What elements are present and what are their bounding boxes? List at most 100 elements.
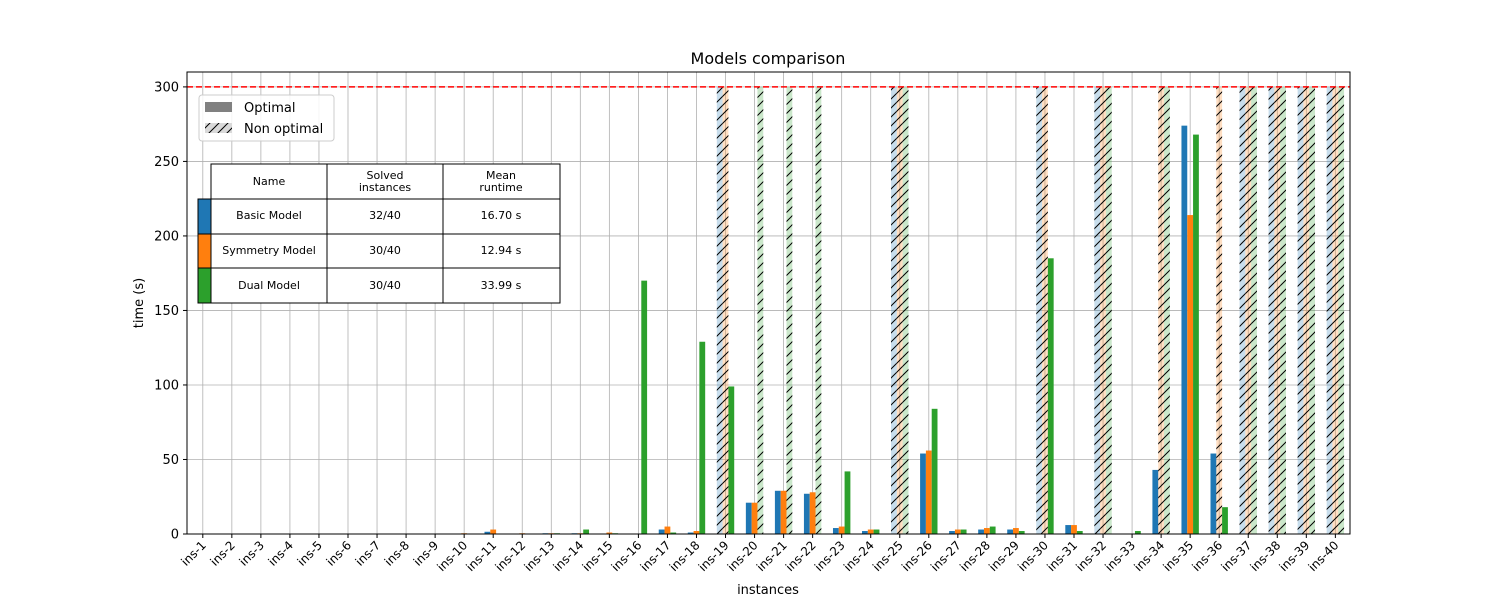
legend-frame [198, 94, 335, 142]
table-row-symmetry-name: Symmetry Model [222, 244, 316, 257]
table-row-dual-solved: 30/40 [369, 279, 401, 292]
x-tick-label: ins-37 [1218, 538, 1254, 574]
bar-hatch-symmetry-model [1042, 86, 1048, 534]
table-row-symmetry-solved: 30/40 [369, 244, 401, 257]
bar-basic-model [774, 490, 781, 534]
table-header-runtime-line-2: runtime [479, 181, 523, 194]
bar-basic-model [978, 529, 984, 534]
x-tick-label: ins-30 [1015, 538, 1051, 574]
bar-basic-model [862, 531, 868, 534]
x-tick-label: ins-7 [353, 538, 384, 569]
bar-symmetry-model [809, 492, 816, 534]
y-tick-label: 100 [154, 378, 179, 393]
bar-hatch-dual-model [1338, 86, 1345, 534]
table-row-dual-solved-cell [326, 267, 444, 304]
bar-hatch-dual-model [1105, 86, 1112, 534]
bar-hatch-symmetry-model [1303, 86, 1310, 534]
bar-symmetry-model [1013, 528, 1019, 534]
table-row-symmetry-color [197, 233, 212, 269]
bar-dual-model [873, 529, 880, 534]
bar-hatch-dual-model [1309, 86, 1316, 534]
bar-dual-model [931, 408, 938, 534]
table-row-symmetry-runtime-cell [442, 233, 561, 269]
x-tick-label: ins-5 [295, 538, 326, 569]
bar-dual-model [1193, 134, 1199, 534]
x-tick-label: ins-3 [236, 538, 267, 569]
x-tick-label: ins-33 [1102, 538, 1138, 574]
bar-dual-model [1134, 531, 1141, 534]
table-header-name: Name [253, 175, 286, 188]
x-tick-label: ins-12 [492, 538, 528, 574]
bar-hatch-dual-model [786, 86, 793, 534]
table-row-symmetry-solved-cell [326, 233, 444, 269]
table-row-dual-runtime-cell [442, 267, 561, 304]
x-tick-label: ins-6 [324, 538, 355, 569]
bar-basic-model [920, 453, 926, 534]
x-tick-label: ins-40 [1306, 538, 1342, 574]
bar-dual-model [699, 341, 706, 534]
bar-symmetry-model [867, 529, 874, 534]
table-header-runtime: Mean runtime [479, 169, 523, 194]
x-tick-label: ins-20 [725, 538, 761, 574]
bar-basic-model [658, 529, 665, 534]
x-axis-label: instances [737, 583, 799, 598]
bar-hatch-dual-model [1280, 86, 1286, 534]
table-row-basic-name: Basic Model [236, 209, 302, 222]
bar-dual-model [583, 529, 590, 534]
bar-hatch-basic-model [716, 86, 723, 534]
x-tick-label: ins-31 [1044, 538, 1080, 574]
bar-hatch-dual-model [815, 86, 822, 534]
table-row-basic-runtime-cell [442, 198, 561, 235]
x-tick-label: ins-11 [463, 538, 499, 574]
table-row-basic-solved: 32/40 [369, 209, 401, 222]
table-row-symmetry-runtime: 12.94 s [481, 244, 522, 257]
bar-symmetry-model [1071, 525, 1077, 534]
y-tick-label: 200 [154, 229, 179, 244]
bar-dual-model [844, 471, 851, 534]
bar-symmetry-model [1187, 215, 1194, 534]
bar-symmetry-model [606, 532, 613, 534]
bar-hatch-symmetry-model [1245, 86, 1252, 534]
bar-basic-model [949, 531, 955, 534]
table-row-dual-name: Dual Model [238, 279, 300, 292]
y-tick-label: 300 [154, 80, 179, 95]
bar-hatch-symmetry-model [896, 86, 903, 534]
y-tick-label: 0 [171, 528, 179, 543]
x-tick-label: ins-22 [783, 538, 819, 574]
table-row-dual-color [197, 267, 212, 304]
bar-symmetry-model [490, 529, 497, 534]
bar-hatch-basic-model [1239, 86, 1246, 534]
x-tick-label: ins-25 [870, 538, 906, 574]
x-axis: ins-1ins-2ins-3ins-4ins-5ins-6ins-7ins-8… [178, 534, 1341, 574]
bar-basic-model [1007, 529, 1014, 534]
x-tick-label: ins-10 [434, 538, 470, 574]
bar-symmetry-model [954, 529, 961, 534]
bar-basic-model [832, 528, 839, 534]
bar-hatch-basic-model [1326, 86, 1333, 534]
bar-basic-model [1152, 469, 1159, 534]
table-row-dual-name-cell [210, 267, 328, 304]
bar-basic-model [484, 531, 491, 534]
table-row-basic-solved-cell [326, 198, 444, 235]
table-header-runtime-line-1: Mean [486, 169, 516, 182]
bar-hatch-dual-model [757, 86, 764, 534]
bar-dual-model [728, 386, 735, 534]
bar-hatch-basic-model [1268, 86, 1275, 534]
bars [461, 86, 1345, 534]
plot-frame [186, 71, 1351, 535]
bar-symmetry-model [751, 502, 758, 534]
bar-symmetry-model [983, 528, 990, 534]
x-tick-label: ins-14 [551, 538, 587, 574]
bar-hatch-symmetry-model [1274, 86, 1281, 534]
bar-hatch-symmetry-model [1332, 86, 1339, 534]
table-header-solved-line-1: Solved [366, 169, 403, 182]
bar-dual-model [1018, 531, 1025, 534]
bar-dual-model [670, 532, 677, 534]
x-tick-label: ins-21 [754, 538, 790, 574]
x-tick-label: ins-36 [1189, 538, 1225, 574]
y-tick-label: 150 [154, 304, 179, 319]
x-tick-label: ins-26 [899, 538, 935, 574]
x-tick-label: ins-24 [841, 538, 877, 574]
table-row-basic-runtime: 16.70 s [481, 209, 522, 222]
bar-hatch-basic-model [1094, 86, 1101, 534]
